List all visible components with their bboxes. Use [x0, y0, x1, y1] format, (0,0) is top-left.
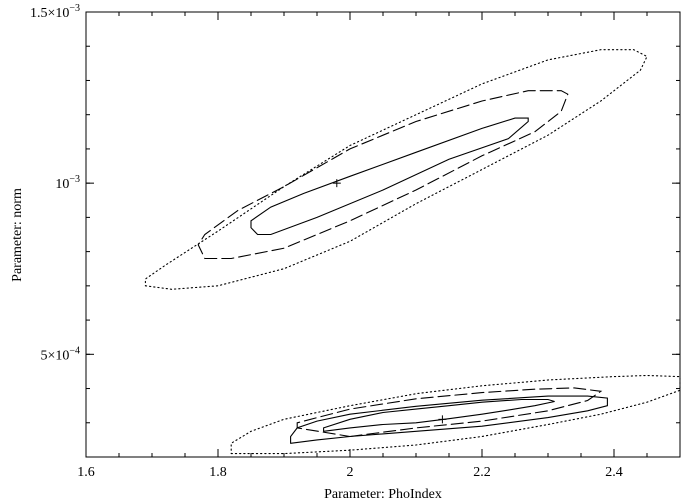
- best-fit-marker: [438, 415, 447, 424]
- best-fit-marker: [332, 179, 341, 188]
- contour-solid: [323, 398, 555, 432]
- best-fit-markers: [332, 179, 447, 424]
- contour-lines: [144, 49, 681, 455]
- x-tick-label: 2.4: [605, 465, 623, 480]
- x-axis-label: Parameter: PhoIndex: [324, 487, 442, 502]
- x-axis-ticks: 1.6 1.8 2 2.2 2.4: [77, 12, 681, 480]
- contour-dashed: [296, 387, 603, 438]
- contour-dotted: [144, 49, 648, 290]
- x-tick-label: 1.8: [209, 465, 227, 480]
- y-axis-ticks: 5×10−4 10−3 1.5×10−3: [30, 3, 680, 424]
- contour-dotted: [230, 374, 681, 455]
- contour-solid: [290, 395, 608, 444]
- x-tick-label: 1.6: [77, 465, 95, 480]
- y-tick-label: 1.5×10−3: [30, 3, 80, 21]
- y-tick-label: 10−3: [55, 174, 80, 192]
- y-tick-label: 5×10−4: [40, 345, 80, 363]
- x-tick-label: 2: [347, 465, 354, 480]
- x-tick-label: 2.2: [473, 465, 491, 480]
- y-axis-label: Parameter: norm: [10, 188, 25, 282]
- contour-solid: [250, 117, 529, 236]
- contour-dashed: [197, 90, 569, 260]
